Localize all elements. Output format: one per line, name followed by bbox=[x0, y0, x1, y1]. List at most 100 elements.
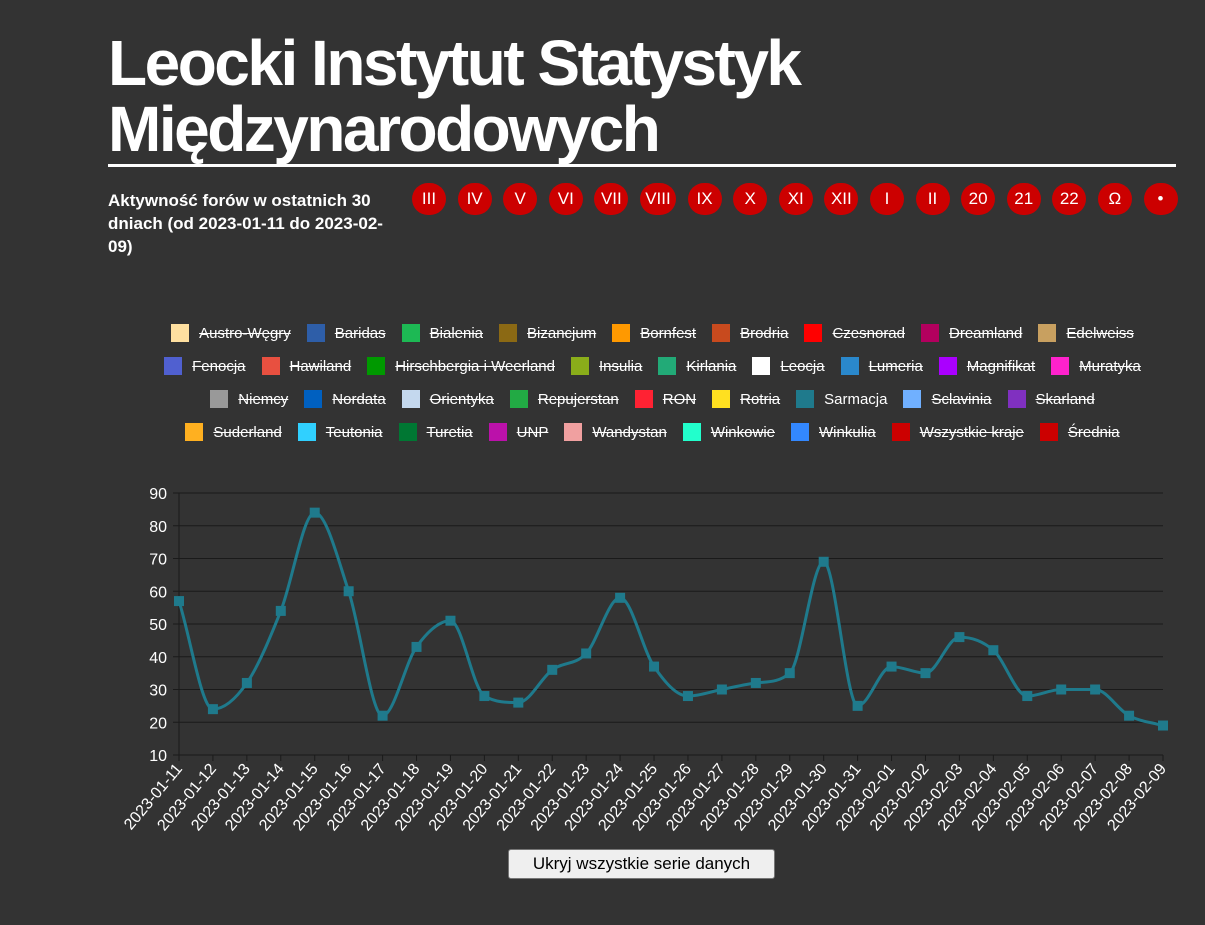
legend-item[interactable]: Brodria bbox=[712, 322, 788, 344]
legend-label: Baridas bbox=[334, 324, 386, 342]
legend-item[interactable]: Niemcy bbox=[210, 388, 288, 410]
data-point bbox=[343, 586, 354, 597]
data-point bbox=[682, 691, 693, 702]
hide-all-series-button[interactable]: Ukryj wszystkie serie danych bbox=[508, 849, 775, 879]
y-tick-label: 50 bbox=[149, 617, 167, 634]
y-tick-label: 30 bbox=[149, 683, 167, 700]
data-point bbox=[988, 645, 999, 656]
legend-swatch bbox=[658, 357, 677, 375]
legend-swatch bbox=[499, 324, 518, 342]
legend-item[interactable]: Leocja bbox=[752, 355, 825, 377]
legend-label: Średnia bbox=[1067, 423, 1120, 441]
legend-item[interactable]: Hirschbergia i Weerland bbox=[367, 355, 555, 377]
legend-swatch bbox=[938, 357, 957, 375]
nav-button-3[interactable]: VI bbox=[548, 183, 583, 215]
nav-button-12[interactable]: 20 bbox=[961, 183, 996, 215]
legend-swatch bbox=[509, 390, 528, 408]
data-point bbox=[411, 641, 422, 652]
legend-item[interactable]: Dreamland bbox=[921, 322, 1022, 344]
series-line-sarmacja bbox=[177, 511, 1164, 727]
legend-item[interactable]: UNP bbox=[488, 421, 548, 443]
nav-button-1[interactable]: IV bbox=[457, 183, 492, 215]
legend-label: Wszystkie kraje bbox=[919, 423, 1024, 441]
legend-label: Suderland bbox=[213, 423, 282, 441]
legend-label: Winkowie bbox=[710, 423, 775, 441]
legend-item[interactable]: Magnifikat bbox=[938, 355, 1035, 377]
legend-label: Rotria bbox=[740, 390, 781, 408]
legend-item[interactable]: Wszystkie kraje bbox=[891, 421, 1024, 443]
legend-item[interactable]: Nordata bbox=[304, 388, 386, 410]
legend-item[interactable]: Turetia bbox=[398, 421, 473, 443]
legend-item[interactable]: Bialenia bbox=[401, 322, 484, 344]
legend-item[interactable]: Winkulia bbox=[791, 421, 876, 443]
legend-item[interactable]: Skarland bbox=[1007, 388, 1095, 410]
nav-button-4[interactable]: VII bbox=[594, 183, 629, 215]
legend-item[interactable]: Sarmacja bbox=[796, 388, 887, 410]
nav-button-15[interactable]: Ω bbox=[1097, 183, 1132, 215]
nav-button-13[interactable]: 21 bbox=[1006, 183, 1041, 215]
y-tick-label: 90 bbox=[149, 486, 167, 503]
nav-button-5[interactable]: VIII bbox=[639, 183, 676, 215]
legend-item[interactable]: Wandystan bbox=[564, 421, 667, 443]
legend-swatch bbox=[185, 423, 204, 441]
nav-button-8[interactable]: XI bbox=[778, 183, 813, 215]
legend-label: Sclavinia bbox=[931, 390, 992, 408]
legend-label: Niemcy bbox=[238, 390, 289, 408]
legend-swatch bbox=[367, 357, 386, 375]
title-line-2: Międzynarodowych bbox=[108, 93, 661, 165]
legend-label: Edelweiss bbox=[1066, 324, 1134, 342]
legend-item[interactable]: Winkowie bbox=[682, 421, 775, 443]
legend-item[interactable]: Sclavinia bbox=[903, 388, 992, 410]
data-point bbox=[818, 556, 829, 567]
legend-label: Bialenia bbox=[429, 324, 484, 342]
legend-label: Hirschbergia i Weerland bbox=[395, 357, 555, 375]
nav-button-10[interactable]: I bbox=[869, 183, 904, 215]
legend-item[interactable]: Edelweiss bbox=[1038, 322, 1134, 344]
legend-item[interactable]: Muratyka bbox=[1051, 355, 1141, 377]
nav-button-9[interactable]: XII bbox=[824, 183, 859, 215]
legend-item[interactable]: Suderland bbox=[185, 421, 282, 443]
legend-swatch bbox=[297, 423, 316, 441]
nav-button-0[interactable]: III bbox=[412, 183, 446, 215]
legend-swatch bbox=[210, 390, 229, 408]
nav-button-7[interactable]: X bbox=[733, 183, 768, 215]
nav-button-2[interactable]: V bbox=[503, 183, 538, 215]
legend-item[interactable]: Średnia bbox=[1039, 421, 1120, 443]
nav-button-6[interactable]: IX bbox=[687, 183, 722, 215]
legend-item[interactable]: Rotria bbox=[712, 388, 780, 410]
legend-item[interactable]: Austro-Węgry bbox=[171, 322, 291, 344]
legend-swatch bbox=[1039, 423, 1058, 441]
legend-item[interactable]: RON bbox=[634, 388, 696, 410]
legend-item[interactable]: Repujerstan bbox=[509, 388, 619, 410]
legend-label: Hawiland bbox=[289, 357, 352, 375]
data-point bbox=[1090, 684, 1101, 695]
legend-item[interactable]: Baridas bbox=[306, 322, 386, 344]
legend-item[interactable]: Czesnorad bbox=[804, 322, 905, 344]
data-point bbox=[1124, 710, 1135, 721]
nav-button-11[interactable]: II bbox=[915, 183, 950, 215]
legend-item[interactable]: Orientyka bbox=[401, 388, 494, 410]
legend-item[interactable]: Bizancjum bbox=[499, 322, 596, 344]
legend-swatch bbox=[796, 390, 815, 408]
legend-label: Kirlania bbox=[686, 357, 737, 375]
y-tick-label: 60 bbox=[149, 584, 167, 601]
legend-item[interactable]: Fenocja bbox=[164, 355, 246, 377]
data-point bbox=[750, 677, 761, 688]
legend-item[interactable]: Hawiland bbox=[261, 355, 352, 377]
legend-item[interactable]: Bornfest bbox=[612, 322, 696, 344]
data-point bbox=[479, 691, 490, 702]
legend-swatch bbox=[791, 423, 809, 441]
nav-button-16[interactable]: • bbox=[1143, 183, 1178, 215]
data-point bbox=[241, 677, 252, 688]
legend-swatch bbox=[634, 390, 653, 408]
legend-label: Orientyka bbox=[429, 390, 494, 408]
data-point bbox=[377, 710, 388, 721]
legend-item[interactable]: Teutonia bbox=[297, 421, 383, 443]
legend-swatch bbox=[1051, 357, 1070, 375]
legend-item[interactable]: Insulia bbox=[571, 355, 642, 377]
legend-item[interactable]: Lumeria bbox=[840, 355, 923, 377]
data-point bbox=[445, 615, 456, 626]
nav-button-14[interactable]: 22 bbox=[1052, 183, 1087, 215]
data-point bbox=[784, 668, 795, 679]
legend-item[interactable]: Kirlania bbox=[658, 355, 736, 377]
